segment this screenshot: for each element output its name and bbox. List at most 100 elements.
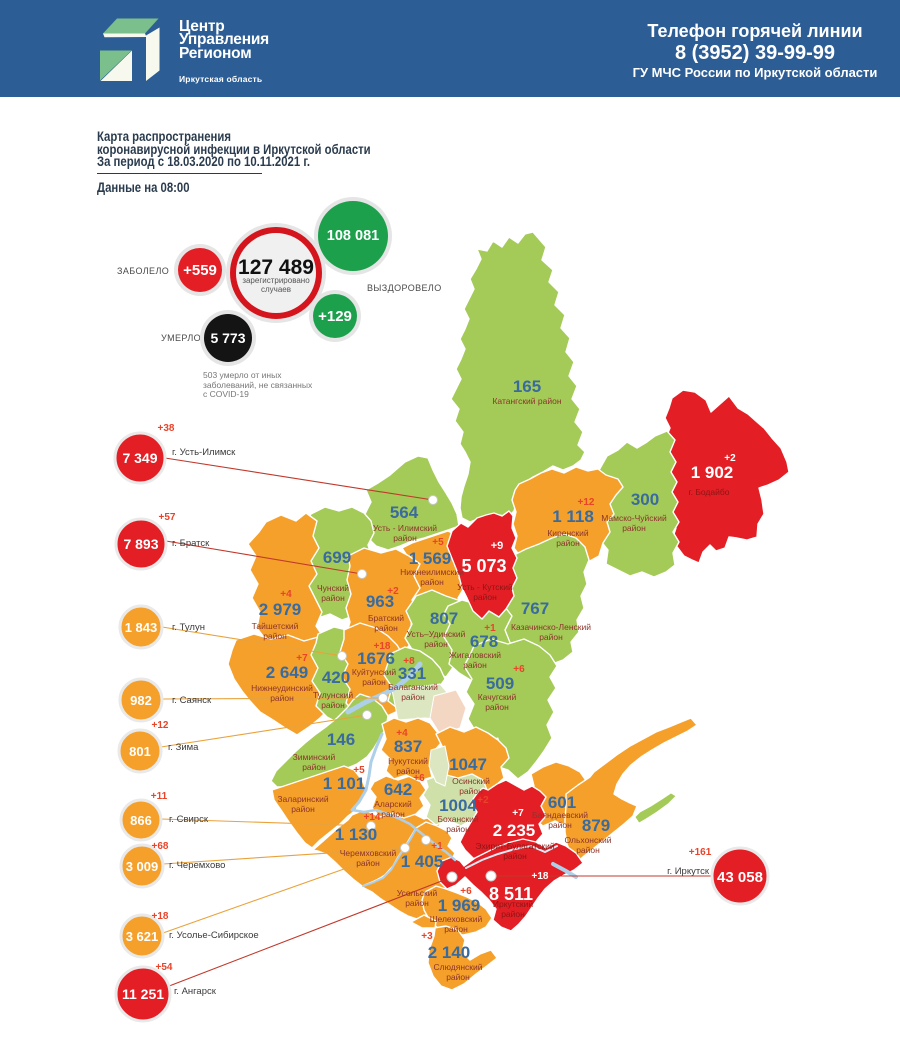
svg-text:2 649: 2 649 xyxy=(266,663,309,682)
svg-text:район: район xyxy=(622,523,646,533)
svg-text:район: район xyxy=(362,677,386,687)
svg-text:район: район xyxy=(424,639,448,649)
svg-text:район: район xyxy=(503,851,527,861)
svg-text:Братский: Братский xyxy=(368,613,404,623)
svg-text:699: 699 xyxy=(323,548,351,567)
svg-text:11 251: 11 251 xyxy=(122,986,164,1002)
svg-text:Усольский: Усольский xyxy=(397,888,438,898)
svg-text:Эхирит-Булагатский: Эхирит-Булагатский xyxy=(475,841,554,851)
svg-text:+9: +9 xyxy=(491,540,504,552)
svg-text:район: район xyxy=(576,845,600,855)
svg-text:Чунский: Чунский xyxy=(317,583,349,593)
svg-text:район: район xyxy=(401,692,425,702)
svg-text:767: 767 xyxy=(521,599,549,618)
svg-text:1 902: 1 902 xyxy=(691,463,734,482)
svg-text:+2: +2 xyxy=(724,453,736,464)
svg-text:+18: +18 xyxy=(532,871,549,882)
svg-text:2 235: 2 235 xyxy=(493,821,536,840)
svg-text:Тулунский: Тулунский xyxy=(313,690,353,700)
svg-text:+1: +1 xyxy=(431,841,443,852)
svg-text:Жигаловский: Жигаловский xyxy=(449,650,501,660)
svg-text:Казачинско-Ленский: Казачинско-Ленский xyxy=(511,622,591,632)
svg-text:район: район xyxy=(291,804,315,814)
svg-text:Аларский: Аларский xyxy=(374,799,412,809)
svg-text:879: 879 xyxy=(582,816,610,835)
svg-text:район: район xyxy=(459,786,483,796)
svg-text:1 569: 1 569 xyxy=(409,549,452,568)
svg-text:43 058: 43 058 xyxy=(717,869,763,886)
svg-text:2 979: 2 979 xyxy=(259,600,302,619)
svg-text:г. Свирск: г. Свирск xyxy=(169,814,209,825)
svg-text:Усть–Удинский: Усть–Удинский xyxy=(407,629,466,639)
svg-text:331: 331 xyxy=(398,664,426,683)
svg-text:район: район xyxy=(405,898,429,908)
svg-text:1676: 1676 xyxy=(357,649,395,668)
svg-text:801: 801 xyxy=(129,744,151,759)
svg-text:+7: +7 xyxy=(512,808,524,819)
svg-text:3 621: 3 621 xyxy=(126,929,159,944)
svg-text:район: район xyxy=(374,623,398,633)
svg-text:+14: +14 xyxy=(364,812,381,823)
svg-text:+4: +4 xyxy=(396,728,408,739)
svg-text:Иркутский: Иркутский xyxy=(493,899,533,909)
svg-text:+5: +5 xyxy=(432,537,444,548)
svg-text:район: район xyxy=(548,820,572,830)
svg-text:г. Усолье-Сибирское: г. Усолье-Сибирское xyxy=(169,930,259,941)
svg-text:г. Усть-Илимск: г. Усть-Илимск xyxy=(172,447,236,458)
svg-text:+11: +11 xyxy=(151,791,168,802)
svg-text:807: 807 xyxy=(430,609,458,628)
svg-text:7 349: 7 349 xyxy=(122,450,157,466)
svg-text:район: район xyxy=(321,593,345,603)
svg-text:район: район xyxy=(302,762,326,772)
svg-text:Слюдянский: Слюдянский xyxy=(433,962,482,972)
svg-text:Ольхонский: Ольхонский xyxy=(565,835,612,845)
svg-text:район: район xyxy=(393,533,417,543)
svg-text:Мамско-Чуйский: Мамско-Чуйский xyxy=(601,513,667,523)
svg-text:+38: +38 xyxy=(158,423,175,434)
svg-text:678: 678 xyxy=(470,632,498,651)
svg-text:район: район xyxy=(473,592,497,602)
svg-text:601: 601 xyxy=(548,793,576,812)
svg-text:район: район xyxy=(396,766,420,776)
svg-text:район: район xyxy=(263,631,287,641)
svg-text:район: район xyxy=(446,824,470,834)
svg-text:г. Черемхово: г. Черемхово xyxy=(169,860,225,871)
svg-text:+18: +18 xyxy=(152,911,169,922)
svg-text:8 511: 8 511 xyxy=(489,884,533,904)
svg-text:район: район xyxy=(485,702,509,712)
svg-text:300: 300 xyxy=(631,490,659,509)
svg-text:+18: +18 xyxy=(374,641,391,652)
svg-text:Шелеховский: Шелеховский xyxy=(430,914,483,924)
svg-text:Нижнеудинский: Нижнеудинский xyxy=(251,683,313,693)
svg-text:+1: +1 xyxy=(484,623,496,634)
svg-text:642: 642 xyxy=(384,780,412,799)
svg-text:1 969: 1 969 xyxy=(438,896,481,915)
svg-text:г. Бодайбо: г. Бодайбо xyxy=(689,487,730,497)
svg-text:963: 963 xyxy=(366,592,394,611)
svg-text:+6: +6 xyxy=(513,664,525,675)
svg-text:Качугский: Качугский xyxy=(478,692,517,702)
svg-text:1047: 1047 xyxy=(449,755,487,774)
svg-text:+3: +3 xyxy=(421,931,433,942)
svg-text:район: район xyxy=(381,809,405,819)
svg-text:+8: +8 xyxy=(403,656,415,667)
svg-text:1 130: 1 130 xyxy=(335,825,378,844)
svg-text:+5: +5 xyxy=(353,765,365,776)
svg-text:район: район xyxy=(356,858,380,868)
svg-text:+68: +68 xyxy=(152,841,169,852)
svg-text:район: район xyxy=(556,538,580,548)
svg-text:866: 866 xyxy=(130,813,152,828)
svg-text:+161: +161 xyxy=(689,847,712,858)
svg-text:2 140: 2 140 xyxy=(428,943,471,962)
svg-text:Осинский: Осинский xyxy=(452,776,490,786)
svg-text:3 009: 3 009 xyxy=(126,859,159,874)
svg-text:Тайшетский: Тайшетский xyxy=(252,621,299,631)
svg-text:+7: +7 xyxy=(296,653,308,664)
svg-text:1 101: 1 101 xyxy=(323,774,366,793)
svg-text:район: район xyxy=(321,700,345,710)
svg-text:район: район xyxy=(539,632,563,642)
svg-text:Куйтунский: Куйтунский xyxy=(352,667,397,677)
svg-text:Зиминский: Зиминский xyxy=(293,752,336,762)
svg-text:146: 146 xyxy=(327,730,355,749)
svg-text:г. Ангарск: г. Ангарск xyxy=(174,986,217,997)
